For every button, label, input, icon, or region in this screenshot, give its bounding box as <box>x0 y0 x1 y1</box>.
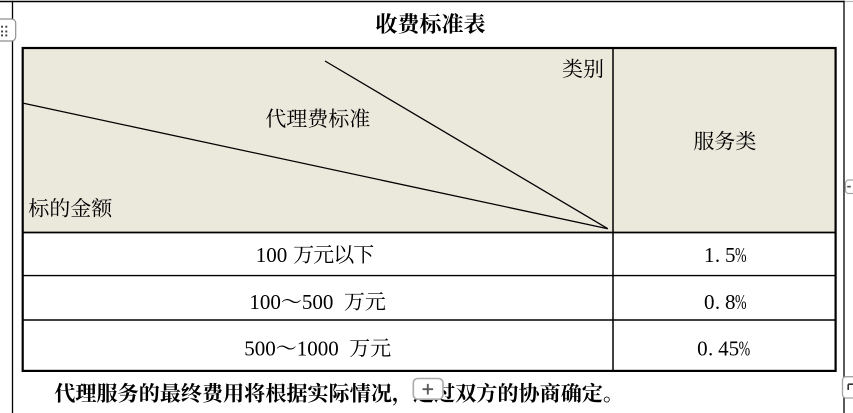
svg-text:%: % <box>735 243 747 267</box>
svg-text:0: 0 <box>277 243 288 267</box>
svg-text:0: 0 <box>307 337 318 361</box>
svg-text:.: . <box>708 337 713 361</box>
svg-text:1: 1 <box>249 290 260 314</box>
svg-text:5: 5 <box>729 337 740 361</box>
svg-text:0: 0 <box>270 290 281 314</box>
svg-text:.: . <box>715 243 720 267</box>
svg-text:0: 0 <box>323 290 334 314</box>
svg-text:4: 4 <box>718 337 729 361</box>
svg-text:5: 5 <box>244 337 255 361</box>
svg-text:0: 0 <box>260 290 271 314</box>
svg-text:.: . <box>715 290 720 314</box>
svg-text:5: 5 <box>725 243 736 267</box>
svg-text:1: 1 <box>297 337 308 361</box>
svg-text:0: 0 <box>704 290 715 314</box>
svg-text:0: 0 <box>265 337 276 361</box>
svg-text:0: 0 <box>312 290 323 314</box>
svg-text:1: 1 <box>704 243 715 267</box>
svg-text:%: % <box>739 337 751 361</box>
svg-text:0: 0 <box>697 337 708 361</box>
svg-text:%: % <box>735 290 747 314</box>
svg-text:8: 8 <box>725 290 736 314</box>
svg-text:1: 1 <box>256 243 267 267</box>
svg-text:0: 0 <box>328 337 339 361</box>
svg-text:0: 0 <box>266 243 277 267</box>
svg-text:0: 0 <box>255 337 266 361</box>
svg-text:0: 0 <box>318 337 329 361</box>
svg-text:5: 5 <box>302 290 313 314</box>
